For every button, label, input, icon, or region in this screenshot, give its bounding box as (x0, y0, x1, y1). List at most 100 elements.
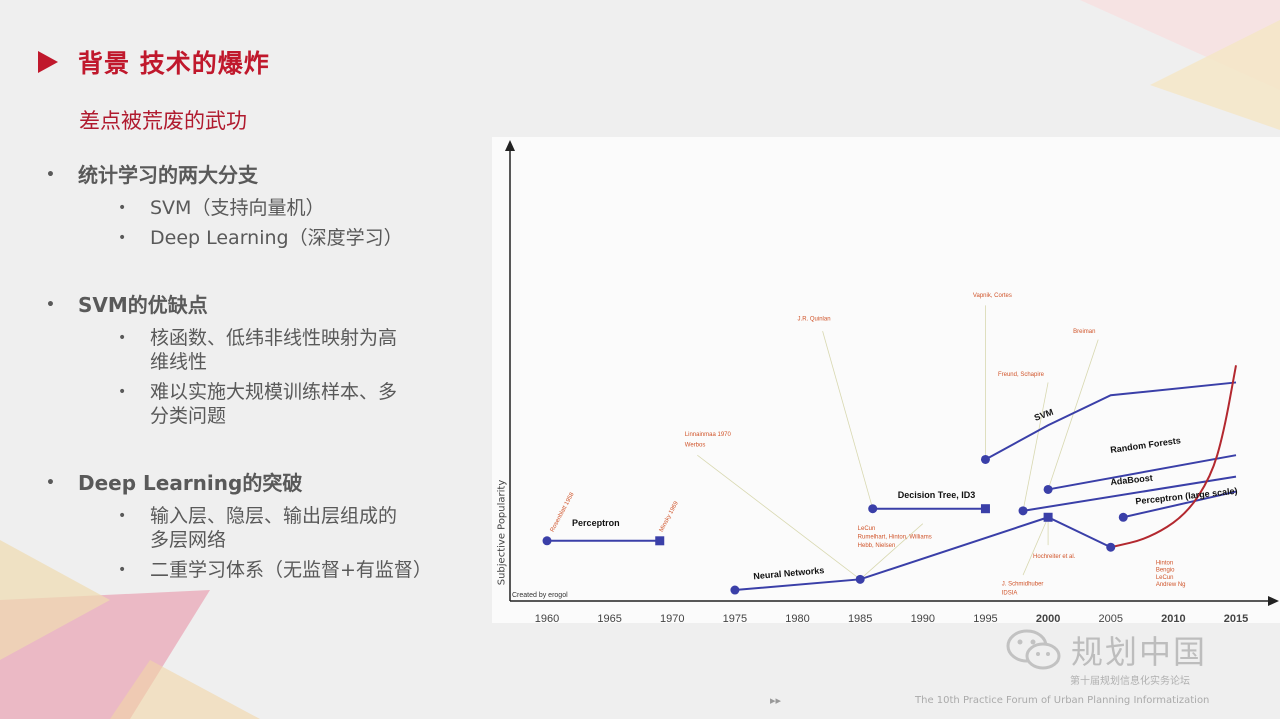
list-item-text: SVM（支持向量机） (150, 197, 325, 219)
wechat-icon (1006, 629, 1061, 670)
x-tick-label: 2005 (1098, 613, 1122, 623)
section-heading-text: 统计学习的两大分支 (78, 163, 258, 187)
chart-annotation: Decision Tree, ID3 (898, 490, 976, 500)
chart-svg: 1960 1965 1970 1975 1980 1985 1990 1995 2000 2005… (505, 140, 1279, 623)
section-heading: • 统计学习的两大分支 (40, 160, 480, 190)
chart-annotation: Andrew Ng (1156, 582, 1186, 588)
x-tick-label: 2015 (1224, 613, 1248, 623)
list-item-text: 核函数、低纬非线性映射为高维线性 (150, 327, 398, 373)
deco-top-right-gold (1150, 20, 1280, 130)
series-line (984, 381, 1237, 461)
chart-annotation: Minsky 1969 (659, 500, 680, 533)
bullet-icon: • (118, 508, 127, 524)
slide-title: 背景 技术的爆炸 (78, 49, 270, 78)
bullet-icon: • (118, 230, 127, 246)
section-heading: • SVM的优缺点 (40, 290, 480, 320)
chart-annotation: J. Schmidhuber (1002, 582, 1044, 588)
leader-line (697, 454, 861, 580)
circle-marker (1106, 542, 1116, 552)
leader-line (1022, 517, 1049, 576)
x-tick-label: 2010 (1161, 613, 1185, 623)
circle-marker (1018, 506, 1028, 516)
section-heading-text: SVM的优缺点 (78, 293, 208, 317)
bullet-icon: • (46, 167, 55, 183)
list-item: • 难以实施大规模训练样本、多分类问题 (40, 380, 400, 428)
x-tick-label: 1990 (911, 613, 935, 623)
circle-marker (1118, 512, 1128, 522)
square-marker (980, 504, 990, 514)
watermark-text: 规划中国 (1071, 633, 1208, 671)
section-heading-text: Deep Learning的突破 (78, 471, 303, 495)
series-line-deep-learning (1110, 365, 1237, 549)
list-item: • 输入层、隐层、输出层组成的多层网络 (40, 504, 400, 552)
chart-annotation: Perceptron (572, 518, 620, 528)
chart-annotation: Breiman (1073, 329, 1095, 335)
title-row: 背景 技术的爆炸 (38, 44, 270, 80)
chart-annotation: Random Forests (1110, 435, 1182, 455)
chart-annotation: Hochreiter et al. (1033, 554, 1076, 560)
bullet-icon: • (118, 384, 127, 400)
leader-line (822, 330, 874, 509)
circle-marker (542, 536, 552, 546)
chart-annotation: Bengio (1156, 568, 1175, 574)
chart-credit: Created by erogol (512, 592, 568, 599)
series-line (1047, 454, 1237, 491)
chart-annotation: Linnainmaa 1970 (685, 432, 732, 438)
circle-marker (1043, 484, 1053, 494)
x-tick-label: 1970 (660, 613, 684, 623)
chart-annotation: Werbos (685, 443, 706, 449)
chart-annotation: AdaBoost (1110, 473, 1153, 487)
x-axis-arrow-icon (1268, 596, 1279, 606)
list-item: • 核函数、低纬非线性映射为高维线性 (40, 326, 400, 374)
footer-text: The 10th Practice Forum of Urban Plannin… (915, 695, 1210, 706)
chart-annotation: Vapnik, Cortes (973, 293, 1012, 299)
x-tick-label: 1995 (973, 613, 997, 623)
deco-bottom-left-gold (0, 540, 110, 660)
bullet-icon: • (118, 330, 127, 346)
circle-marker (730, 585, 740, 595)
circle-marker (980, 454, 990, 464)
circle-marker (868, 504, 878, 514)
watermark-subtext: 第十届规划信息化实务论坛 (1070, 676, 1190, 687)
list-item: • SVM（支持向量机） (40, 196, 480, 220)
popularity-chart: 1960 1965 1970 1975 1980 1985 1990 1995 2000 2005… (492, 137, 1280, 623)
bullet-list: • 统计学习的两大分支 • SVM（支持向量机） • Deep Learning（深度… (40, 160, 480, 582)
list-item-text: 输入层、隐层、输出层组成的多层网络 (150, 505, 398, 551)
series-line (1123, 490, 1237, 519)
list-item-text: Deep Learning（深度学习） (150, 227, 403, 249)
x-tick-label: 1975 (723, 613, 747, 623)
chart-annotation: LeCun (858, 526, 876, 532)
x-tick-label: 2000 (1036, 613, 1060, 623)
chart-y-axis-label: Subjective Popularity (496, 479, 508, 586)
section-heading: • Deep Learning的突破 (40, 468, 480, 498)
list-item-text: 二重学习体系（无监督+有监督） (150, 559, 432, 581)
x-tick-label: 1985 (848, 613, 872, 623)
list-item: • 二重学习体系（无监督+有监督） (40, 558, 480, 582)
chart-annotation: Hinton (1156, 560, 1173, 566)
chart-annotation: Hebb, Nielsen (858, 543, 896, 549)
chart-annotation: Rumelhart, Hinton, Williams (858, 535, 932, 541)
y-axis-arrow-icon (505, 140, 515, 151)
slide-nav-icon[interactable]: ▸▸ (770, 694, 782, 707)
chart-annotation: IDSIA (1002, 590, 1018, 596)
bullet-icon: • (118, 200, 127, 216)
bullet-icon: • (118, 562, 127, 578)
bullet-icon: • (46, 475, 55, 491)
chart-annotation: Freund, Schapire (998, 372, 1045, 378)
list-item: • Deep Learning（深度学习） (40, 226, 480, 250)
slide-subtitle: 差点被荒废的武功 (79, 109, 247, 133)
bullet-icon: • (46, 297, 55, 313)
watermark: 规划中国 (1005, 627, 1207, 673)
x-tick-label: 1980 (785, 613, 809, 623)
series-line (734, 516, 1112, 592)
chart-annotation: J.R. Quinlan (798, 316, 831, 322)
chart-annotation: Neural Networks (753, 565, 825, 581)
square-marker (655, 536, 665, 546)
chart-annotation: LeCun (1156, 575, 1174, 581)
leader-line (1022, 382, 1049, 511)
series-line (1022, 475, 1237, 512)
square-marker (1043, 512, 1053, 522)
chart-annotation: SVM (1033, 407, 1055, 423)
